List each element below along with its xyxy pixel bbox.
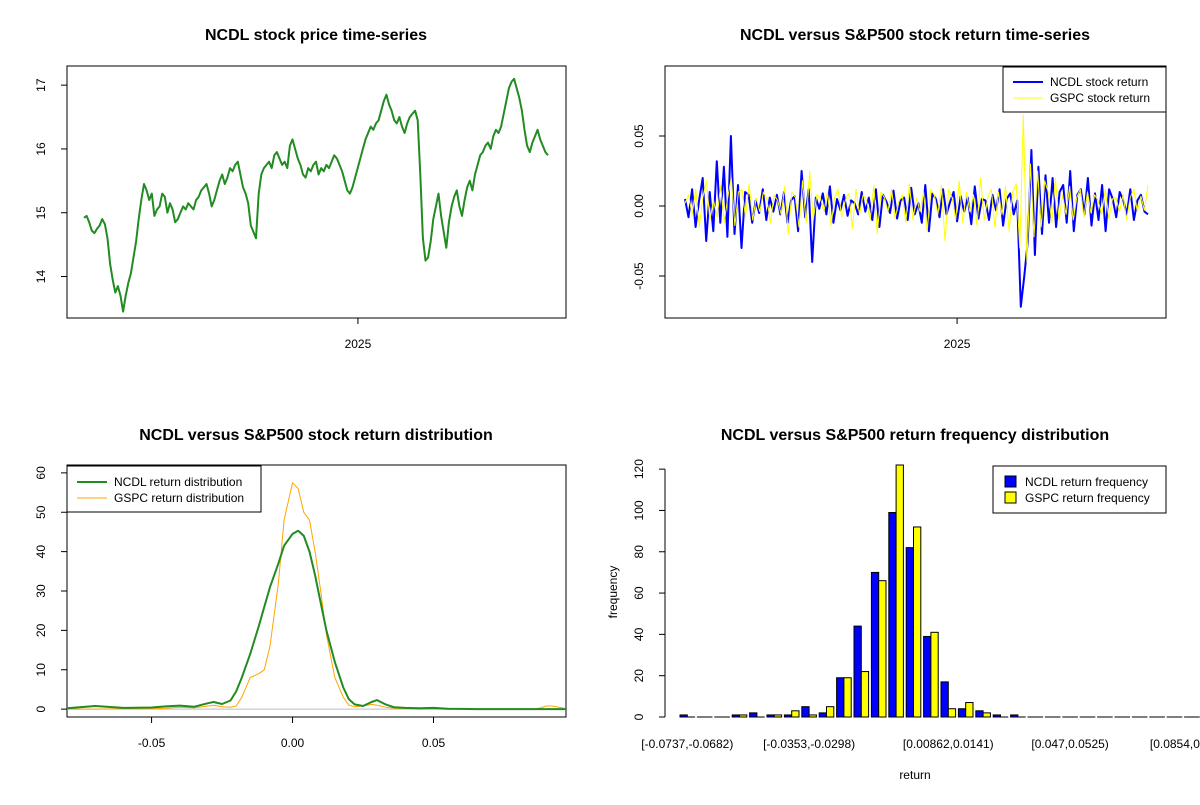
ncdl-frequency-bar — [993, 715, 1000, 717]
density-x-tick-label: -0.05 — [138, 736, 166, 750]
ncdl-price-line — [84, 79, 548, 312]
histogram-x-tick-label: [-0.0353,-0.0298) — [763, 737, 855, 751]
gspc-frequency-bar — [861, 672, 868, 717]
histogram-legend-label-gspc: GSPC return frequency — [1025, 491, 1150, 505]
returns-legend-box — [1003, 67, 1166, 112]
gspc-frequency-bar — [792, 711, 799, 717]
returns-legend-label-ncdl: NCDL stock return — [1050, 75, 1148, 89]
gspc-frequency-bar — [827, 707, 834, 717]
returns-legend: NCDL stock return GSPC stock return — [1003, 67, 1166, 112]
price-title: NCDL stock price time-series — [205, 27, 427, 44]
histogram-x-tick-label: [0.00862,0.0141) — [903, 737, 994, 751]
ncdl-frequency-bar — [854, 626, 861, 717]
gspc-density-line — [67, 483, 566, 709]
ncdl-frequency-bar — [889, 513, 896, 717]
histogram-y-tick-label: 60 — [632, 586, 646, 600]
ncdl-return-line — [685, 136, 1148, 307]
density-y-tick-label: 50 — [34, 505, 48, 519]
density-y-tick-label: 40 — [34, 545, 48, 559]
histogram-legend-key-gspc — [1005, 492, 1016, 503]
gspc-frequency-bar — [931, 632, 938, 717]
ncdl-frequency-bar — [819, 713, 826, 717]
returns-panel: NCDL versus S&P500 stock return time-ser… — [632, 27, 1166, 351]
gspc-frequency-bar — [740, 715, 747, 717]
ncdl-frequency-bar — [906, 548, 913, 717]
ncdl-frequency-bar — [767, 715, 774, 717]
price-y-tick-label: 15 — [34, 206, 48, 220]
gspc-frequency-bar — [896, 465, 903, 717]
histogram-y-tick-label: 100 — [632, 500, 646, 520]
histogram-x-tick-label: [-0.0737,-0.0682) — [641, 737, 733, 751]
ncdl-frequency-bar — [802, 707, 809, 717]
gspc-frequency-bar — [809, 715, 816, 717]
gspc-frequency-bar — [914, 527, 921, 717]
gspc-frequency-bar — [948, 709, 955, 717]
density-y-tick-label: 30 — [34, 584, 48, 598]
histogram-y-tick-label: 20 — [632, 669, 646, 683]
histogram-y-axis-title: frequency — [606, 566, 620, 619]
gspc-frequency-bar — [774, 715, 781, 717]
ncdl-frequency-bar — [680, 715, 687, 717]
returns-y-tick-label: 0.00 — [632, 194, 646, 218]
histogram-legend-key-ncdl — [1005, 476, 1016, 487]
gspc-frequency-bar — [879, 581, 886, 717]
returns-title: NCDL versus S&P500 stock return time-ser… — [740, 27, 1090, 44]
histogram-y-tick-label: 0 — [632, 713, 646, 720]
histogram-panel: NCDL versus S&P500 return frequency dist… — [606, 427, 1200, 782]
density-y-tick-label: 60 — [34, 466, 48, 480]
density-legend: NCDL return distribution GSPC return dist… — [67, 466, 261, 512]
ncdl-frequency-bar — [732, 715, 739, 717]
density-panel: NCDL versus S&P500 stock return distribu… — [34, 427, 566, 750]
density-y-tick-label: 0 — [34, 705, 48, 712]
ncdl-frequency-bar — [750, 713, 757, 717]
density-legend-label-ncdl: NCDL return distribution — [114, 475, 242, 489]
density-y-tick-label: 20 — [34, 623, 48, 637]
gspc-frequency-bar — [966, 703, 973, 717]
histogram-y-tick-label: 40 — [632, 627, 646, 641]
histogram-legend: NCDL return frequency GSPC return frequen… — [993, 466, 1166, 513]
histogram-x-axis-title: return — [899, 768, 930, 782]
density-y-tick-label: 10 — [34, 663, 48, 677]
ncdl-frequency-bar — [1011, 715, 1018, 717]
ncdl-density-line — [67, 531, 566, 709]
price-x-tick-label: 2025 — [345, 337, 372, 351]
histogram-x-tick-label: [0.047,0.0525) — [1031, 737, 1108, 751]
ncdl-frequency-bar — [924, 636, 931, 717]
ncdl-frequency-bar — [941, 682, 948, 717]
price-y-tick-label: 16 — [34, 142, 48, 156]
histogram-title: NCDL versus S&P500 return frequency dist… — [721, 427, 1109, 444]
density-legend-label-gspc: GSPC return distribution — [114, 491, 244, 505]
ncdl-frequency-bar — [958, 709, 965, 717]
histogram-y-tick-label: 120 — [632, 459, 646, 479]
price-panel: NCDL stock price time-series 14 15 16 17 2025 — [34, 27, 566, 351]
returns-x-tick-label: 2025 — [944, 337, 971, 351]
gspc-return-line — [685, 115, 1148, 262]
returns-legend-label-gspc: GSPC stock return — [1050, 91, 1150, 105]
histogram-y-tick-label: 80 — [632, 545, 646, 559]
ncdl-frequency-bar — [784, 715, 791, 717]
ncdl-frequency-bar — [837, 678, 844, 717]
histogram-x-tick-label: [0.0854,0.0909) — [1150, 737, 1200, 751]
density-legend-box — [67, 466, 261, 512]
ncdl-frequency-bar — [976, 711, 983, 717]
histogram-legend-box — [993, 466, 1166, 513]
histogram-legend-label-ncdl: NCDL return frequency — [1025, 475, 1148, 489]
ncdl-frequency-bar — [871, 572, 878, 717]
price-y-tick-label: 14 — [34, 270, 48, 284]
returns-y-tick-label: 0.05 — [632, 124, 646, 148]
returns-y-tick-label: -0.05 — [632, 262, 646, 290]
gspc-frequency-bar — [844, 678, 851, 717]
price-y-tick-label: 17 — [34, 78, 48, 92]
density-x-tick-label: 0.05 — [422, 736, 446, 750]
density-x-tick-label: 0.00 — [281, 736, 305, 750]
gspc-frequency-bar — [983, 713, 990, 717]
density-title: NCDL versus S&P500 stock return distribu… — [139, 427, 493, 444]
